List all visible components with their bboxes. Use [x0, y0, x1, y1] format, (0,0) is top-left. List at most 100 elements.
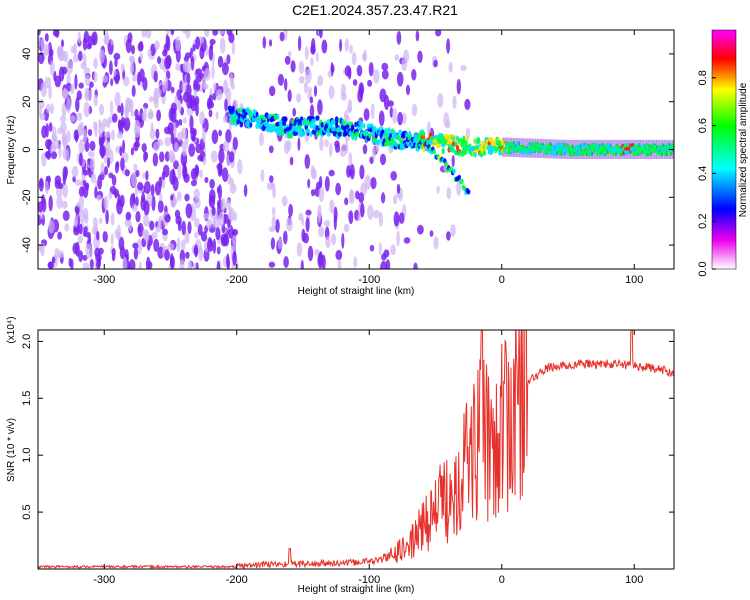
spectrogram-noise-blob — [130, 147, 134, 156]
spectrogram-noise-blob — [144, 181, 151, 194]
spectrogram-noise-blob — [288, 50, 292, 58]
spectrogram-noise-blob — [174, 209, 181, 219]
spectrogram-noise-blob — [157, 139, 164, 146]
spectrogram-noise-blob — [139, 40, 144, 51]
spectrogram-signal-blob — [257, 115, 261, 121]
spectrogram-noise-blob — [279, 31, 285, 42]
spectrogram-signal-blob — [335, 119, 339, 126]
spectrogram-noise-blob — [132, 74, 138, 82]
spectrogram-noise-blob — [348, 152, 353, 167]
spectrogram-noise-blob — [290, 60, 296, 73]
spectrogram-noise-blob — [46, 175, 51, 184]
spectrogram-noise-blob — [77, 235, 84, 244]
spectrogram-signal-blob — [282, 120, 287, 127]
spectrogram-band — [584, 139, 587, 159]
spectrogram-y-tick-label: -20 — [21, 189, 33, 205]
spectrogram-noise-blob — [309, 96, 314, 104]
spectrogram-noise-blob — [349, 189, 354, 202]
spectrogram-noise-blob — [185, 30, 191, 39]
spectrogram-noise-blob — [396, 230, 400, 247]
spectrogram-signal-blob — [441, 147, 445, 154]
spectrogram-noise-blob — [193, 89, 198, 98]
spectrogram-noise-blob — [231, 228, 239, 236]
spectrogram-noise-blob — [348, 210, 354, 225]
spectrogram-noise-blob — [38, 35, 41, 48]
spectrogram-noise-blob — [38, 201, 44, 213]
spectrogram-signal-blob — [663, 152, 669, 157]
spectrogram-noise-blob — [380, 260, 388, 269]
spectrogram-noise-blob — [321, 254, 326, 269]
spectrogram-noise-blob — [268, 261, 276, 268]
spectrogram-noise-blob — [128, 259, 136, 269]
spectrogram-noise-blob — [303, 81, 309, 94]
spectrogram-noise-blob — [215, 227, 221, 241]
spectrogram-noise-blob — [52, 126, 57, 142]
spectrogram-signal-blob — [337, 131, 342, 137]
spectrogram-noise-blob — [84, 140, 90, 152]
spectrogram-noise-blob — [304, 46, 309, 60]
spectrogram-noise-blob — [220, 197, 226, 212]
spectrogram-noise-blob — [262, 36, 267, 49]
snr-x-tick-label: -100 — [358, 574, 380, 586]
spectrogram-x-tick-label: 100 — [625, 274, 643, 286]
spectrogram-noise-blob — [413, 262, 418, 269]
spectrogram-noise-blob — [284, 78, 288, 91]
spectrogram-signal-blob — [287, 133, 294, 139]
spectrogram-noise-blob — [321, 39, 328, 54]
spectrogram-signal-blob — [368, 132, 372, 139]
spectrogram-signal-blob — [362, 123, 366, 129]
spectrogram-signal-blob — [365, 130, 369, 136]
spectrogram-noise-blob — [417, 224, 424, 235]
spectrogram-noise-blob — [158, 176, 163, 188]
spectrogram-noise-blob — [210, 150, 218, 163]
spectrogram-noise-blob — [104, 131, 111, 138]
spectrogram-signal-blob — [358, 125, 363, 132]
spectrogram-noise-blob — [325, 236, 331, 248]
spectrogram-noise-blob — [153, 70, 158, 83]
spectrogram-noise-blob — [378, 110, 385, 127]
spectrogram-noise-blob — [38, 177, 44, 192]
spectrogram-noise-blob — [305, 217, 310, 233]
spectrogram-noise-blob — [318, 226, 325, 238]
spectrogram-noise-blob — [80, 62, 87, 70]
spectrogram-noise-blob — [381, 69, 389, 80]
spectrogram-noise-blob — [314, 248, 320, 256]
spectrogram-noise-blob — [184, 193, 190, 202]
spectrogram-noise-blob — [198, 246, 204, 262]
spectrogram-noise-blob — [154, 87, 162, 99]
spectrogram-noise-blob — [177, 219, 182, 232]
spectrogram-noise-blob — [307, 245, 314, 262]
spectrogram-noise-blob — [367, 79, 373, 87]
spectrogram-noise-blob — [212, 93, 217, 101]
spectrogram-x-tick-label: 0 — [499, 274, 505, 286]
spectrogram-branch-blob — [457, 174, 462, 180]
spectrogram-noise-blob — [170, 194, 174, 201]
spectrogram-noise-blob — [57, 45, 64, 57]
spectrogram-noise-blob — [206, 97, 212, 110]
spectrogram-signal-blob — [391, 130, 397, 136]
spectrogram-noise-blob — [177, 164, 182, 180]
spectrogram-branch-blob — [452, 168, 456, 174]
spectrogram-noise-blob — [277, 73, 284, 86]
spectrogram-noise-blob — [94, 186, 98, 199]
spectrogram-noise-blob — [143, 200, 150, 216]
spectrogram-noise-blob — [62, 147, 67, 160]
snr-y-tick-label: 1.5 — [21, 391, 33, 406]
spectrogram-noise-blob — [433, 59, 438, 68]
spectrogram-noise-blob — [131, 204, 138, 212]
spectrogram-noise-blob — [456, 78, 461, 95]
spectrogram-signal-blob — [562, 142, 566, 148]
spectrogram-noise-blob — [109, 60, 113, 75]
spectrogram-noise-blob — [203, 68, 211, 81]
spectrogram-signal-blob — [465, 135, 469, 142]
spectrogram-noise-blob — [82, 262, 90, 269]
spectrogram-noise-blob — [135, 196, 139, 207]
colorbar-tick-label: 0.8 — [697, 70, 709, 85]
spectrogram-noise-blob — [411, 103, 418, 117]
spectrogram-x-label: Height of straight line (km) — [298, 286, 415, 297]
spectrogram-noise-blob — [96, 194, 102, 201]
spectrogram-noise-blob — [379, 153, 387, 166]
spectrogram-noise-blob — [128, 220, 132, 232]
spectrogram-noise-blob — [159, 151, 165, 163]
